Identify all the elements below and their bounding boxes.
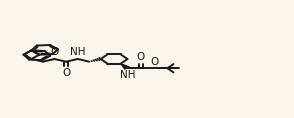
- Text: O: O: [62, 68, 70, 78]
- Polygon shape: [121, 64, 130, 69]
- Text: O: O: [50, 47, 59, 57]
- Text: O: O: [150, 57, 158, 67]
- Text: NH: NH: [120, 70, 136, 80]
- Text: O: O: [137, 52, 145, 62]
- Text: NH: NH: [70, 47, 86, 57]
